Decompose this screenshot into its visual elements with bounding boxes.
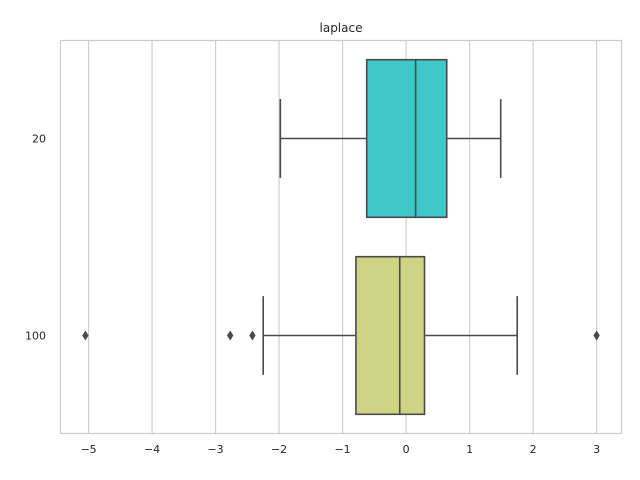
plot-frame (59, 39, 623, 435)
boxes (82, 58, 600, 416)
y-tick-label: 20 (32, 133, 46, 146)
x-tick-label: 1 (466, 443, 473, 456)
x-tick-label: −3 (207, 443, 223, 456)
x-tick-labels: −5 −4 −3 −2 −1 0 1 2 3 (80, 443, 600, 456)
x-tick-label: 2 (530, 443, 537, 456)
x-tick-label: −2 (271, 443, 287, 456)
box-group-20 (279, 58, 502, 219)
x-tick-label: 0 (403, 443, 410, 456)
chart-title: laplace (320, 21, 363, 35)
x-tick-label: −1 (334, 443, 350, 456)
outlier-point (593, 330, 600, 341)
y-tick-label: 100 (25, 330, 46, 343)
x-tick-label: −4 (144, 443, 160, 456)
outlier-point (82, 330, 89, 341)
y-tick-labels: 20 100 (25, 133, 46, 343)
outlier-point (226, 330, 234, 341)
x-tick-label: 3 (593, 443, 600, 456)
box-iqr (365, 58, 448, 219)
box-group-100 (82, 255, 600, 416)
outlier-point (249, 330, 256, 341)
x-tick-label: −5 (80, 443, 96, 456)
x-grid (88, 40, 598, 434)
box-iqr (355, 255, 426, 416)
